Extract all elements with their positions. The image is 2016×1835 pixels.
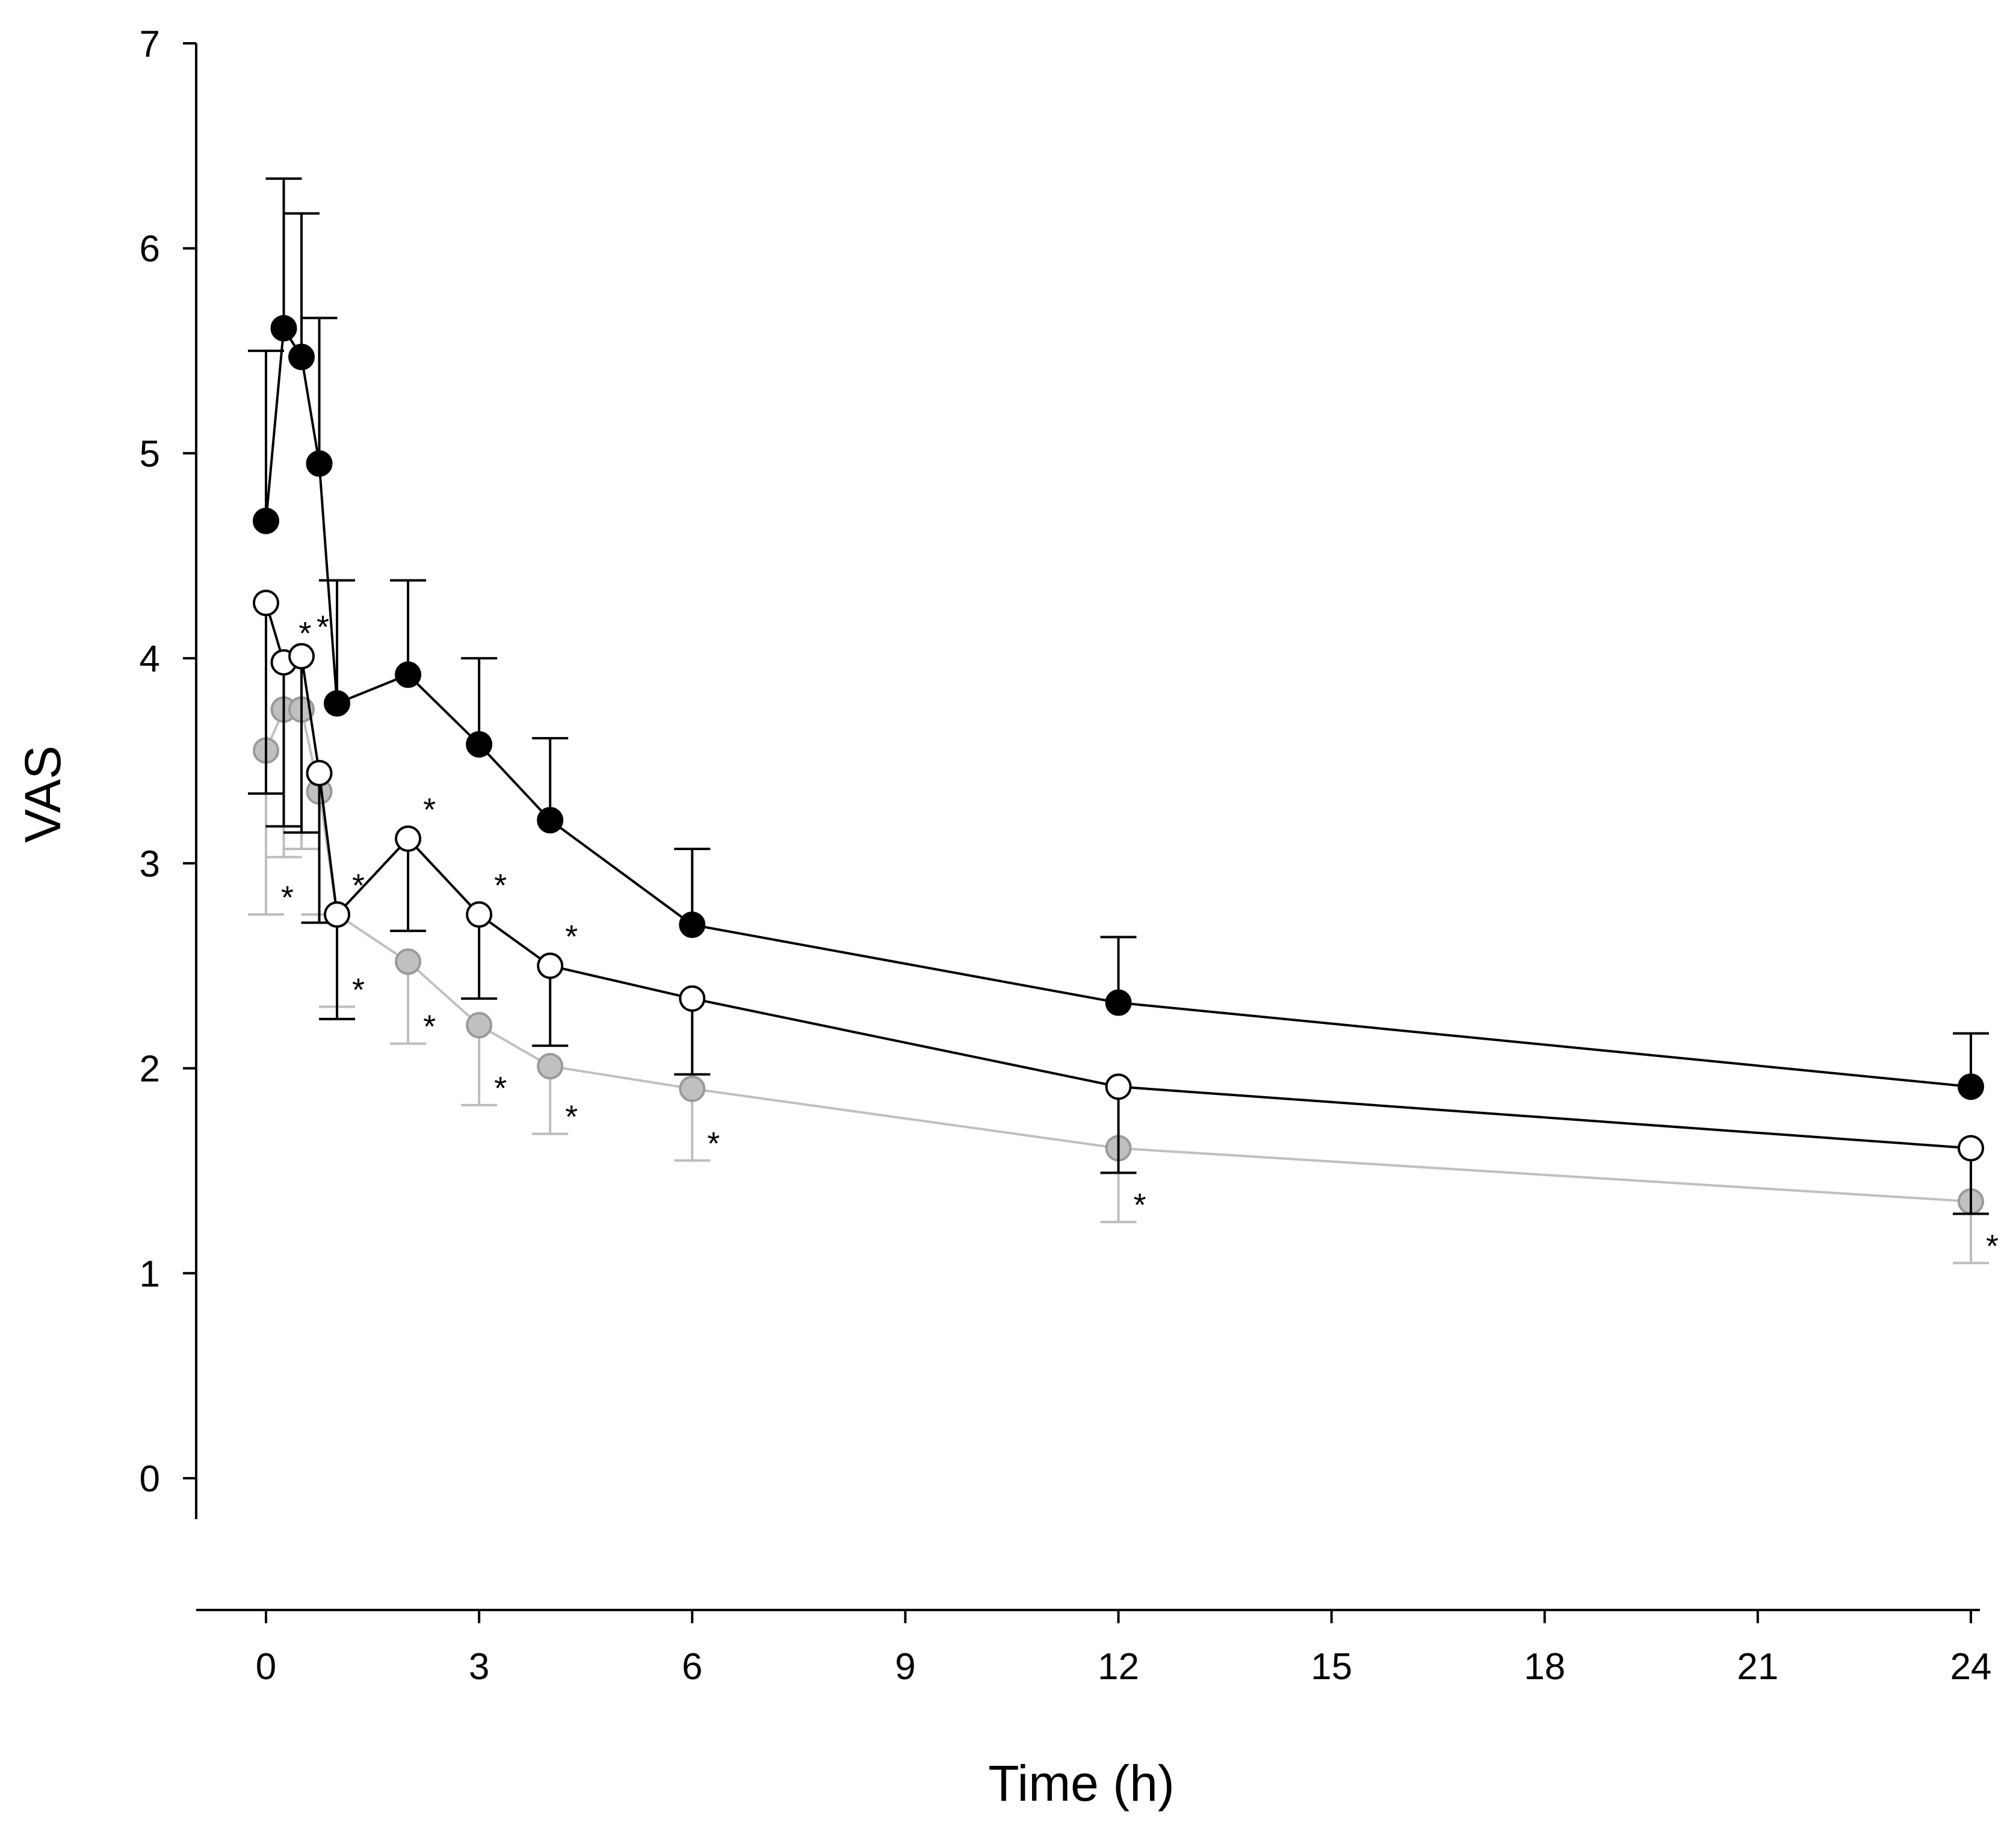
data-point: [537, 1053, 564, 1080]
data-point: [537, 807, 564, 834]
data-point: [679, 911, 706, 939]
series-white-open: * *****: [248, 590, 1989, 1215]
data-point: [395, 661, 422, 688]
y-tick-label: 3: [140, 843, 160, 885]
data-point: [253, 590, 279, 617]
x-tick-label: 3: [469, 1646, 489, 1688]
significance-marker: *: [352, 972, 365, 1008]
data-point: [288, 344, 315, 371]
data-point: [324, 690, 351, 717]
significance-marker: *: [565, 1099, 578, 1135]
x-tick-label: 15: [1311, 1646, 1352, 1688]
significance-marker: *: [1986, 1228, 1999, 1264]
significance-marker: *: [423, 792, 436, 828]
significance-marker: *: [317, 609, 329, 646]
x-tick-label: 12: [1098, 1646, 1139, 1688]
data-point: [1958, 1135, 1984, 1162]
series-line: [265, 602, 1971, 1150]
data-point: [466, 731, 493, 758]
significance-marker: *: [565, 919, 578, 955]
data-point: [679, 1075, 706, 1102]
data-point: [466, 1012, 493, 1039]
significance-marker: *: [281, 880, 294, 916]
significance-marker: *: [1134, 1187, 1146, 1223]
y-tick-label: 0: [140, 1458, 160, 1500]
data-point: [466, 901, 493, 928]
x-tick-label: 0: [256, 1646, 276, 1688]
significance-marker: *: [494, 1070, 507, 1106]
data-point: [270, 315, 297, 342]
x-ticks: 0 3 6 9 12 15 18 21 24: [256, 1610, 1992, 1688]
significance-marker: *: [494, 868, 507, 904]
y-tick-label: 6: [140, 229, 160, 270]
significance-marker: *: [423, 1009, 436, 1045]
data-point: [1105, 989, 1132, 1016]
y-tick-label: 5: [140, 433, 160, 475]
data-point: [306, 450, 333, 477]
data-point: [395, 825, 422, 852]
y-tick-label: 4: [140, 638, 160, 680]
data-point: [1958, 1073, 1984, 1100]
x-axis-title: Time (h): [988, 1755, 1175, 1812]
x-tick-label: 24: [1950, 1646, 1992, 1688]
significance-marker: *: [352, 868, 365, 904]
data-point: [679, 985, 706, 1012]
data-point: [1105, 1073, 1132, 1100]
y-axis-title: VAS: [14, 745, 71, 843]
significance-marker: *: [707, 1126, 720, 1162]
y-tick-label: 7: [140, 23, 160, 65]
y-tick-label: 1: [140, 1253, 160, 1295]
y-tick-label: 2: [140, 1049, 160, 1090]
x-tick-label: 6: [682, 1646, 702, 1688]
data-point: [306, 759, 333, 786]
y-ticks: 0 1 2 3 4 5 6 7: [140, 23, 196, 1500]
series-gray-filled: * * * * * * * *: [248, 696, 1999, 1265]
data-point: [288, 643, 315, 670]
significance-marker: *: [299, 615, 312, 652]
data-point: [395, 948, 422, 975]
x-tick-label: 18: [1524, 1646, 1565, 1688]
data-point: [253, 507, 279, 534]
series-layer: ********* *****: [248, 177, 1999, 1265]
data-point: [537, 952, 564, 979]
x-tick-label: 9: [895, 1646, 915, 1688]
series-black-filled: [248, 177, 1989, 1100]
x-tick-label: 21: [1737, 1646, 1778, 1688]
data-point: [324, 901, 351, 928]
